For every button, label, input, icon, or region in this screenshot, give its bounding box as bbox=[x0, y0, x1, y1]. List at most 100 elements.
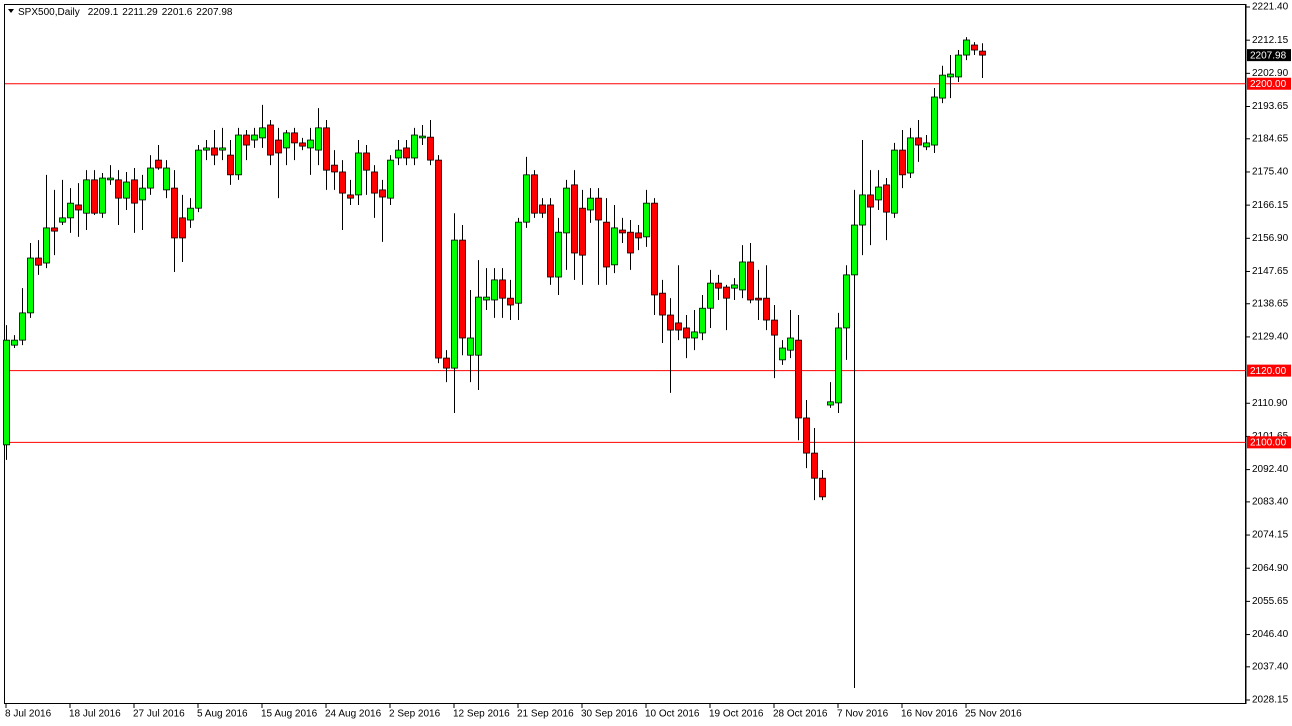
candle-body bbox=[851, 224, 858, 276]
y-tick-label: 2092.40 bbox=[1252, 464, 1289, 475]
candle-body bbox=[299, 142, 306, 147]
candle-body bbox=[803, 417, 810, 454]
candle-body bbox=[779, 347, 786, 361]
y-tick-label: 2074.15 bbox=[1252, 530, 1289, 541]
y-tick-label: 2064.90 bbox=[1252, 563, 1289, 574]
candle-body bbox=[563, 187, 570, 234]
candle-body bbox=[91, 179, 98, 214]
candle-body bbox=[19, 312, 26, 341]
candle-body bbox=[131, 179, 138, 204]
current-price-label: 2207.98 bbox=[1250, 50, 1287, 61]
chart-title: SPX500,Daily bbox=[18, 7, 80, 18]
candle-body bbox=[243, 134, 250, 146]
candle-body bbox=[331, 164, 338, 173]
candle-body bbox=[835, 327, 842, 404]
level-label: 2120.00 bbox=[1250, 366, 1287, 377]
candle-body bbox=[603, 221, 610, 268]
y-tick-label: 2055.65 bbox=[1252, 596, 1289, 607]
candle-body bbox=[147, 167, 154, 189]
candle-body bbox=[355, 152, 362, 196]
candle-body bbox=[763, 297, 770, 321]
candle-body bbox=[819, 477, 826, 498]
candle-body bbox=[755, 297, 762, 301]
x-tick-label: 16 Nov 2016 bbox=[901, 709, 958, 720]
y-tick-label: 2138.65 bbox=[1252, 298, 1289, 309]
candle-body bbox=[491, 279, 498, 301]
candle-body bbox=[787, 337, 794, 351]
candle-body bbox=[435, 159, 442, 359]
candle-body bbox=[595, 197, 602, 221]
candle-body bbox=[979, 50, 986, 56]
x-tick-label: 7 Nov 2016 bbox=[837, 709, 889, 720]
candle-body bbox=[171, 187, 178, 239]
candle-body bbox=[955, 54, 962, 78]
candle-body bbox=[939, 74, 946, 99]
x-tick-label: 30 Sep 2016 bbox=[581, 709, 638, 720]
candle-body bbox=[75, 204, 82, 211]
candle-body bbox=[619, 229, 626, 234]
y-tick-label: 2083.40 bbox=[1252, 497, 1289, 508]
candle-body bbox=[555, 231, 562, 278]
x-tick-label: 18 Jul 2016 bbox=[69, 709, 121, 720]
candle-body bbox=[859, 194, 866, 226]
candle-body bbox=[403, 147, 410, 159]
candle-body bbox=[635, 232, 642, 239]
candle-body bbox=[283, 132, 290, 149]
candle-body bbox=[3, 339, 10, 446]
y-tick-label: 2110.90 bbox=[1252, 398, 1288, 409]
candle-body bbox=[443, 357, 450, 369]
candle-body bbox=[963, 39, 970, 56]
candle-body bbox=[883, 184, 890, 213]
candle-body bbox=[323, 127, 330, 171]
candle-body bbox=[539, 204, 546, 214]
x-tick-label: 28 Oct 2016 bbox=[773, 709, 828, 720]
y-tick-label: 2175.40 bbox=[1252, 167, 1289, 178]
menu-triangle bbox=[8, 9, 14, 13]
candle-body bbox=[875, 186, 882, 201]
candle-body bbox=[923, 142, 930, 148]
candle-body bbox=[187, 207, 194, 221]
candle-body bbox=[691, 331, 698, 339]
candle-body bbox=[267, 124, 274, 156]
candle-body bbox=[203, 147, 210, 151]
candle-body bbox=[291, 132, 298, 144]
candle-body bbox=[251, 134, 258, 141]
candle-body bbox=[467, 337, 474, 356]
y-tick-label: 2212.15 bbox=[1252, 35, 1289, 46]
chart-header: SPX500,Daily 2209.1 2211.29 2201.6 2207.98 bbox=[18, 7, 233, 18]
x-tick-label: 24 Aug 2016 bbox=[325, 709, 382, 720]
y-tick-label: 2147.65 bbox=[1252, 266, 1289, 277]
candle-body bbox=[627, 231, 634, 254]
candle-body bbox=[579, 207, 586, 256]
x-tick-label: 15 Aug 2016 bbox=[261, 709, 318, 720]
x-tick-label: 12 Sep 2016 bbox=[453, 709, 510, 720]
candle-body bbox=[451, 239, 458, 369]
candle-body bbox=[499, 279, 506, 299]
candle-body bbox=[419, 135, 426, 139]
candle-body bbox=[155, 159, 162, 169]
candle-body bbox=[907, 137, 914, 174]
candle-body bbox=[411, 134, 418, 159]
candle-body bbox=[659, 292, 666, 316]
candle-body bbox=[115, 179, 122, 199]
y-tick-label: 2028.15 bbox=[1252, 695, 1289, 706]
level-label: 2200.00 bbox=[1250, 79, 1287, 90]
candle-body bbox=[475, 296, 482, 356]
candle-body bbox=[699, 307, 706, 334]
y-tick-label: 2166.15 bbox=[1252, 200, 1289, 211]
candle-body bbox=[259, 127, 266, 139]
y-tick-label: 2221.40 bbox=[1252, 2, 1289, 13]
header-close: 2207.98 bbox=[196, 7, 233, 18]
candle-body bbox=[227, 154, 234, 176]
x-tick-label: 25 Nov 2016 bbox=[965, 709, 1022, 720]
candle-body bbox=[379, 189, 386, 198]
x-tick-label: 21 Sep 2016 bbox=[517, 709, 574, 720]
y-tick-label: 2037.40 bbox=[1252, 661, 1289, 672]
candle-body bbox=[715, 282, 722, 289]
candle-body bbox=[83, 179, 90, 214]
candle-body bbox=[731, 284, 738, 289]
candle-body bbox=[811, 452, 818, 479]
candle-body bbox=[707, 282, 714, 309]
